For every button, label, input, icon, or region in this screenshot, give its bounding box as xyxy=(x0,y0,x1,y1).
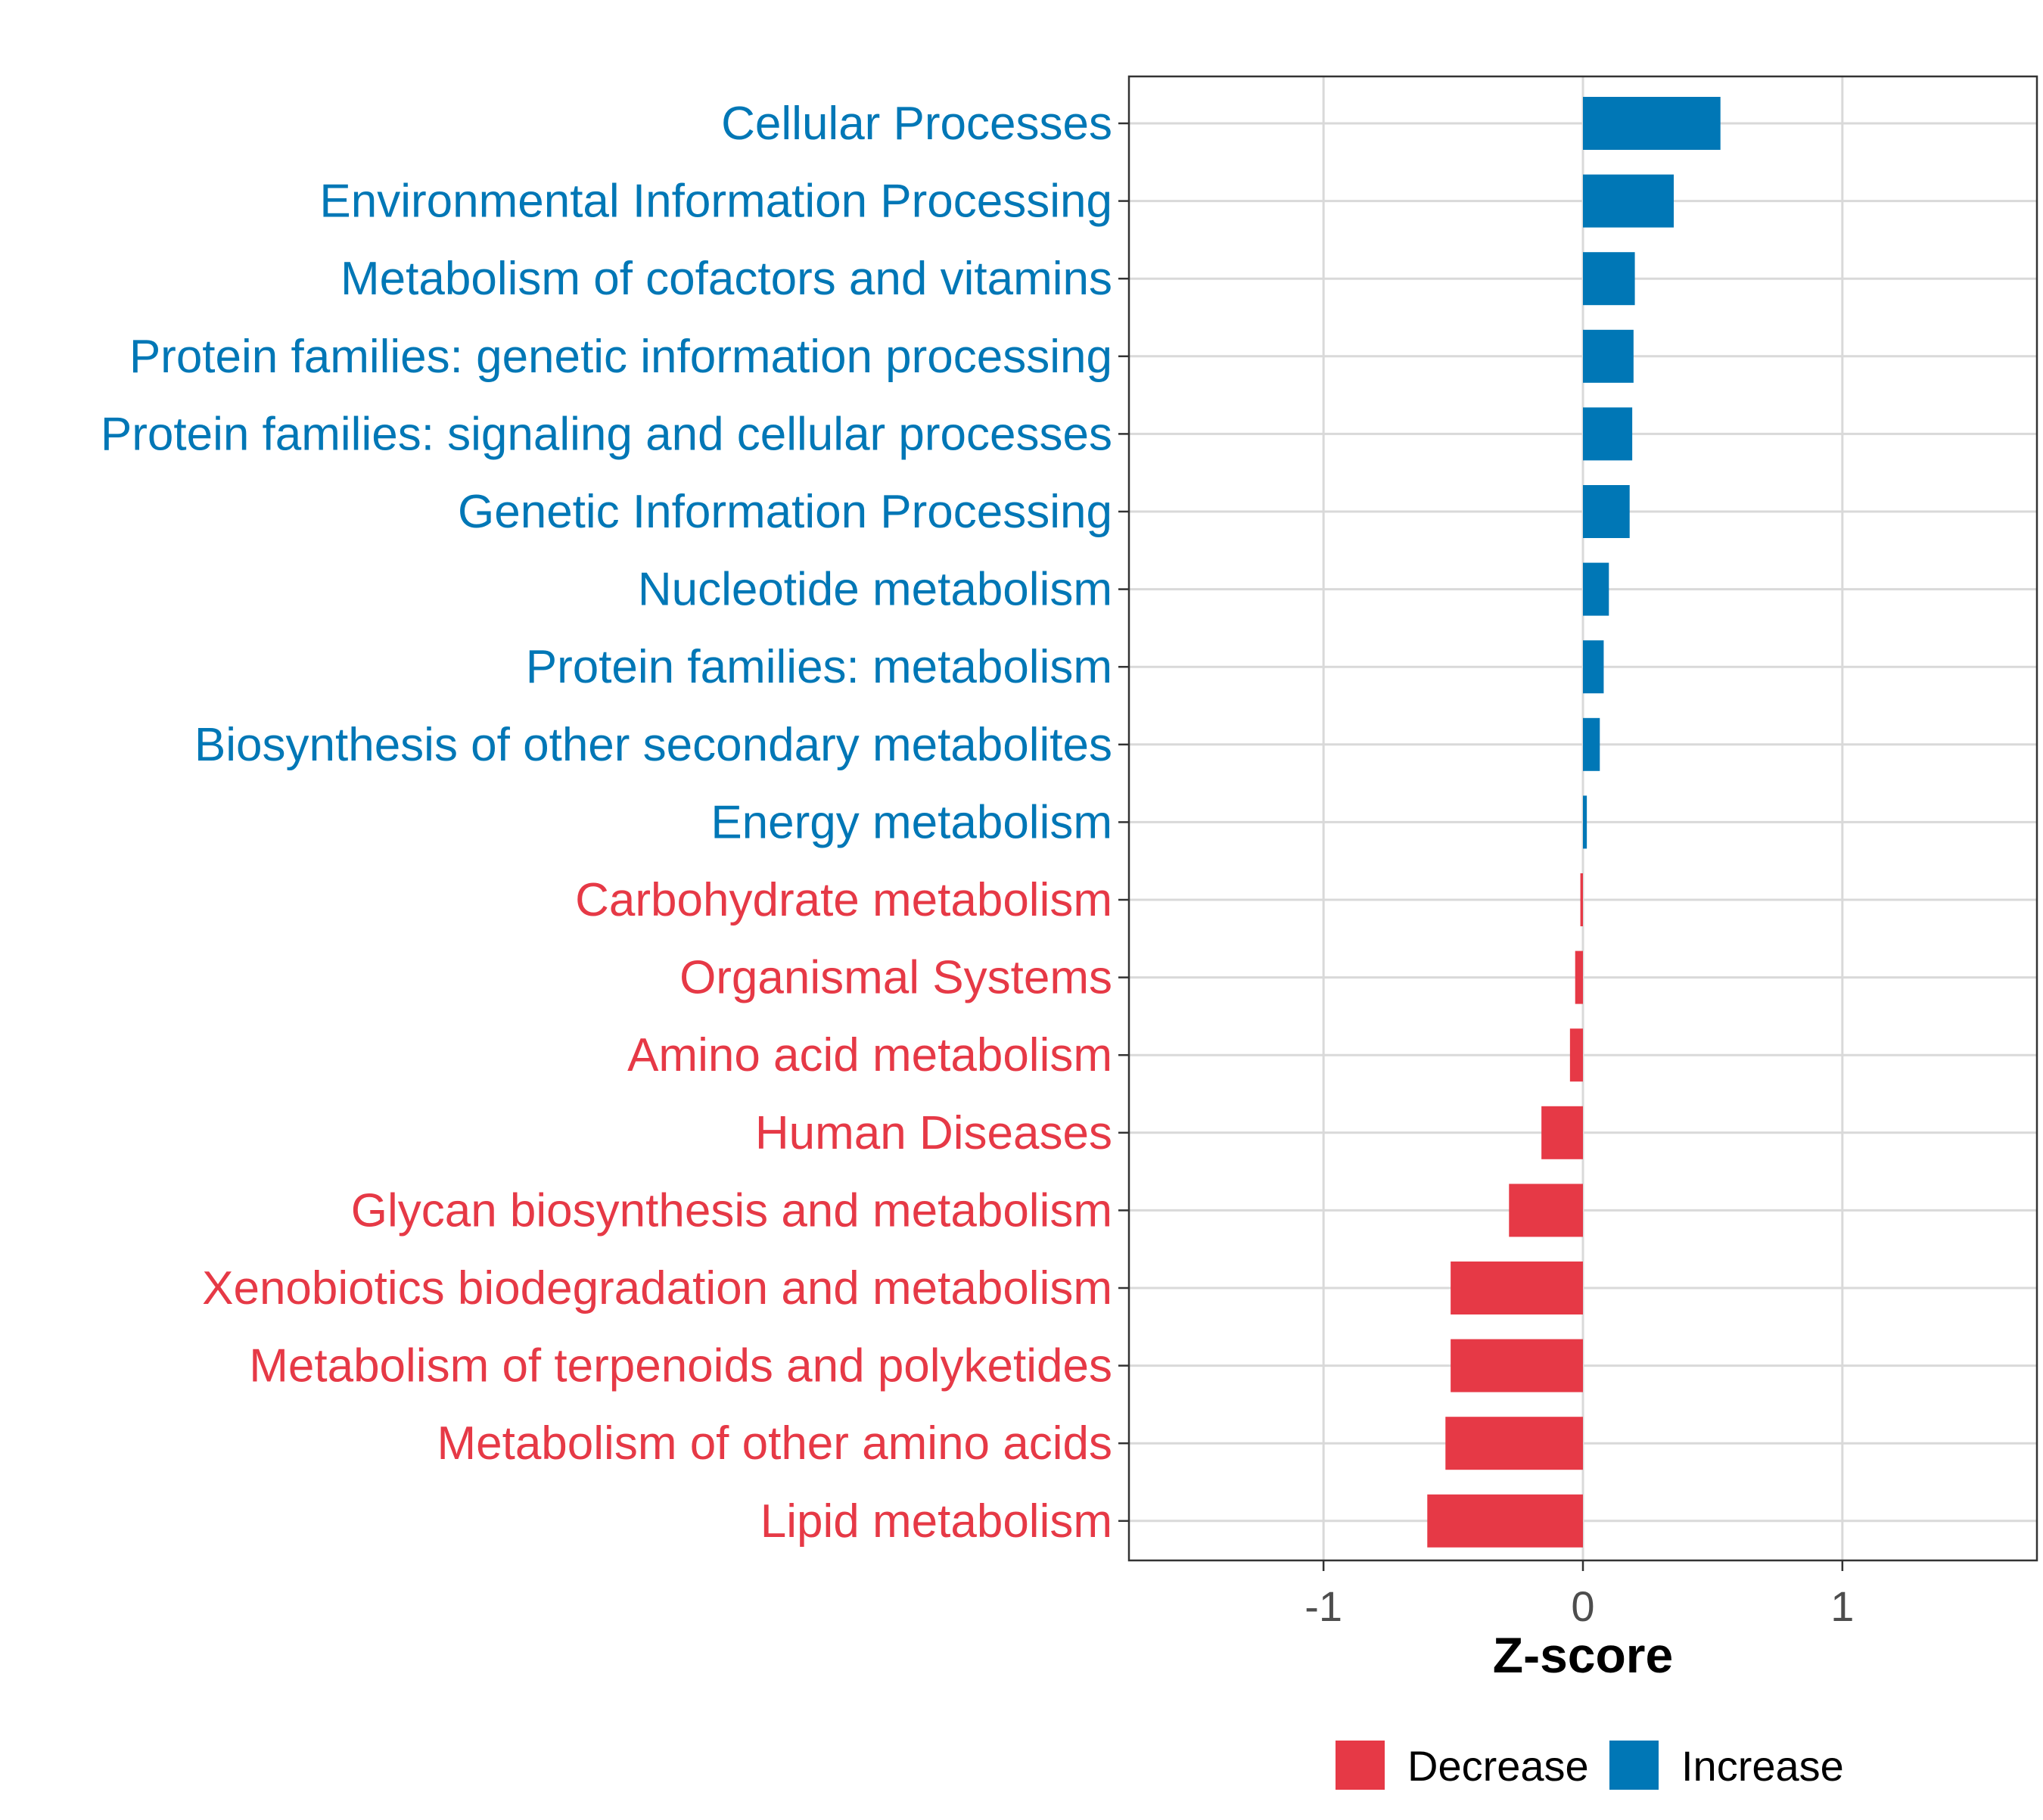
bar xyxy=(1583,329,1634,383)
bar xyxy=(1583,407,1633,461)
category-label: Environmental Information Processing xyxy=(319,176,1112,228)
category-label: Organismal Systems xyxy=(679,952,1112,1004)
category-label: Metabolism of terpenoids and polyketides xyxy=(249,1340,1112,1392)
category-label: Energy metabolism xyxy=(711,796,1112,848)
bar xyxy=(1541,1106,1583,1159)
bar xyxy=(1583,795,1587,849)
bar xyxy=(1583,717,1600,771)
bar xyxy=(1583,97,1721,150)
x-axis-title: Z-score xyxy=(1493,1627,1673,1683)
category-label: Cellular Processes xyxy=(721,98,1112,150)
bar xyxy=(1509,1184,1583,1237)
bar xyxy=(1583,640,1604,694)
x-tick-label: 1 xyxy=(1830,1582,1854,1630)
category-label: Biosynthesis of other secondary metaboli… xyxy=(194,719,1112,771)
bar xyxy=(1580,873,1583,926)
bar xyxy=(1583,252,1635,306)
category-labels: Cellular Processes Environmental Informat… xyxy=(101,98,1112,1548)
bar xyxy=(1583,174,1674,228)
x-axis-ticks: -1 0 1 xyxy=(1304,1560,1854,1630)
bar xyxy=(1583,485,1630,538)
category-label: Glycan biosynthesis and metabolism xyxy=(351,1184,1112,1237)
legend-label: Increase xyxy=(1681,1742,1844,1790)
bar xyxy=(1575,950,1583,1004)
bar xyxy=(1445,1417,1583,1470)
category-label: Metabolism of cofactors and vitamins xyxy=(340,253,1112,305)
x-tick-label: 0 xyxy=(1571,1582,1594,1630)
category-label: Xenobiotics biodegradation and metabolis… xyxy=(202,1262,1112,1314)
bar xyxy=(1451,1339,1583,1392)
category-label: Nucleotide metabolism xyxy=(638,564,1112,616)
category-label: Lipid metabolism xyxy=(760,1495,1112,1548)
bar xyxy=(1569,1028,1583,1082)
category-label: Protein families: genetic information pr… xyxy=(129,331,1112,383)
category-label: Metabolism of other amino acids xyxy=(437,1417,1112,1470)
bar xyxy=(1583,562,1609,616)
legend-swatch xyxy=(1609,1741,1659,1790)
category-label: Carbohydrate metabolism xyxy=(575,874,1112,926)
x-tick-label: -1 xyxy=(1304,1582,1342,1630)
category-label: Amino acid metabolism xyxy=(627,1029,1112,1081)
category-label: Genetic Information Processing xyxy=(458,486,1112,538)
bars xyxy=(1427,97,1721,1548)
category-label: Human Diseases xyxy=(755,1107,1112,1159)
legend-label: Decrease xyxy=(1407,1742,1589,1790)
y-axis-ticks xyxy=(1118,122,1129,1523)
category-label: Protein families: metabolism xyxy=(526,641,1112,693)
legend: Decrease Increase xyxy=(1336,1741,1844,1790)
bar xyxy=(1427,1494,1583,1548)
legend-swatch xyxy=(1336,1741,1385,1790)
bar xyxy=(1451,1262,1583,1314)
category-label: Protein families: signaling and cellular… xyxy=(101,408,1112,460)
